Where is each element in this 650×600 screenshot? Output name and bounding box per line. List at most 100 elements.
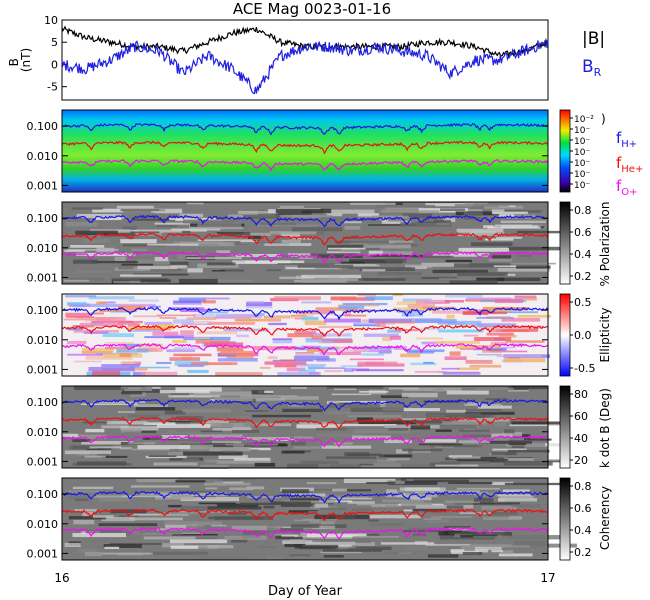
heatmap-cell [368, 251, 413, 256]
heatmap-cell [205, 297, 230, 300]
heatmap-cell [481, 440, 532, 444]
heatmap-cell [450, 253, 489, 257]
heatmap-cell [67, 434, 107, 439]
ytick-label: 0.100 [27, 396, 59, 409]
heatmap-cell [491, 433, 512, 438]
heatmap-cell [289, 554, 311, 557]
heatmap-cell [350, 407, 404, 413]
heatmap-cell [135, 407, 176, 411]
cyclotron-line-he [61, 232, 549, 246]
heatmap-cell [466, 297, 512, 300]
heatmap-cell [89, 446, 122, 449]
heatmap-cell [296, 353, 328, 357]
heatmap-cell [93, 401, 146, 404]
heatmap-cell [196, 279, 255, 282]
heatmap-cell [281, 489, 310, 494]
heatmap-cell [489, 350, 528, 353]
heatmap-cell [392, 294, 404, 297]
heatmap-cell [458, 247, 510, 252]
heatmap-cell [280, 359, 296, 362]
heatmap-cell [150, 268, 182, 272]
legend-b-total-text: |B| [582, 29, 605, 49]
heatmap-cell [140, 386, 153, 391]
heatmap-cell [457, 232, 505, 237]
heatmap-cell [306, 482, 337, 485]
heatmap-cell [117, 303, 156, 307]
heatmap-cell [215, 372, 263, 376]
legend-f-o-sub: O+ [621, 187, 637, 198]
heatmap-cell [472, 502, 520, 505]
heatmap-cell [159, 389, 210, 394]
heatmap-cell [510, 343, 526, 346]
heatmap-cell [214, 396, 253, 401]
heatmap-cell [405, 349, 445, 353]
heatmap-cell [229, 487, 254, 491]
heatmap-cell [494, 422, 506, 427]
heatmap-cell [431, 310, 471, 314]
heatmap-cell [264, 361, 307, 365]
colorbar-tick-label: 60 [574, 410, 588, 423]
heatmap-cell [180, 497, 240, 502]
heatmap-cell [383, 455, 412, 458]
heatmap-cell [110, 509, 147, 514]
heatmap-cell [305, 541, 356, 546]
heatmap-cell [137, 445, 191, 449]
heatmap-cell [76, 270, 113, 274]
heatmap-cell [505, 340, 545, 343]
heatmap-cell [155, 430, 201, 435]
heatmap-cell [196, 331, 238, 335]
heatmap-cell [72, 486, 114, 490]
heatmap-cell [363, 333, 399, 337]
heatmap-cell [145, 502, 204, 506]
heatmap-cell [459, 512, 492, 515]
heatmap-cell [476, 277, 505, 282]
heatmap-cell [308, 367, 346, 370]
heatmap-cell [220, 232, 251, 236]
heatmap-cell [338, 305, 365, 309]
heatmap-cell [357, 213, 379, 217]
heatmap-cell [491, 481, 514, 486]
heatmap-cell [448, 532, 486, 535]
heatmap-cell [301, 274, 362, 279]
heatmap-cell [296, 424, 341, 429]
colorbar [559, 109, 571, 193]
heatmap-cell [301, 316, 319, 321]
heatmap-cell [330, 497, 373, 500]
heatmap-cell [275, 439, 297, 441]
heatmap-cell [231, 525, 267, 530]
heatmap-cell [64, 249, 85, 252]
colorbar-tick-label: 0.0 [574, 329, 592, 342]
heatmap-cell [295, 275, 307, 279]
heatmap-cell [116, 349, 149, 353]
heatmap-cell [281, 239, 301, 244]
heatmap-cell [487, 511, 518, 516]
colorbar-tick-label: 10⁻ [574, 159, 590, 169]
heatmap-cell [145, 386, 161, 389]
heatmap-cell [352, 435, 392, 440]
heatmap-cell [72, 259, 98, 264]
heatmap-cell [401, 312, 424, 317]
heatmap-cell [353, 349, 370, 352]
heatmap-cell [493, 328, 502, 332]
heatmap-cell [323, 209, 375, 214]
heatmap-cell [318, 340, 334, 344]
heatmap-cell [243, 530, 301, 535]
heatmap-cell [218, 455, 248, 460]
heatmap-cell [492, 458, 509, 462]
heatmap-cell [410, 497, 432, 501]
heatmap-cell [446, 505, 464, 509]
heatmap-cell [280, 396, 319, 400]
heatmap-cell [330, 296, 356, 300]
heatmap-cell [349, 358, 384, 361]
heatmap-cell [384, 551, 417, 554]
heatmap-cell [426, 518, 450, 523]
heatmap-cell [63, 279, 90, 282]
heatmap-cell [143, 422, 176, 426]
heatmap-cell [454, 204, 509, 207]
ytick-label: 0.001 [27, 179, 59, 192]
heatmap-cell [81, 441, 134, 445]
heatmap-cell [180, 505, 215, 510]
heatmap-cell [418, 220, 451, 223]
heatmap-cell [178, 297, 207, 303]
colorbar [559, 385, 571, 469]
